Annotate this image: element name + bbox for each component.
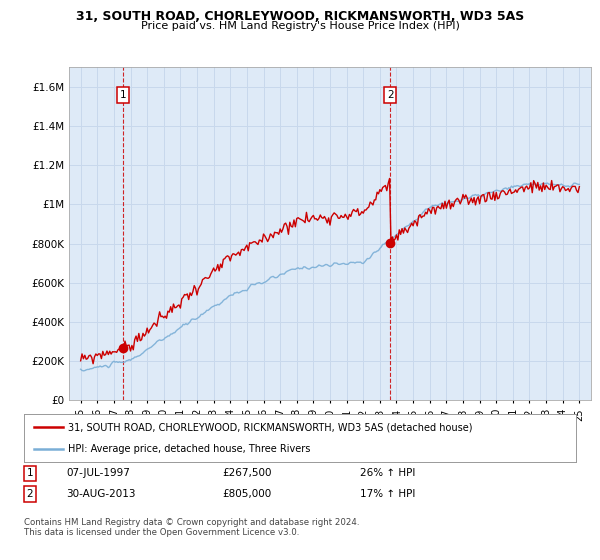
Text: 17% ↑ HPI: 17% ↑ HPI xyxy=(360,489,415,499)
Text: 31, SOUTH ROAD, CHORLEYWOOD, RICKMANSWORTH, WD3 5AS: 31, SOUTH ROAD, CHORLEYWOOD, RICKMANSWOR… xyxy=(76,10,524,23)
Text: 1: 1 xyxy=(26,468,34,478)
Text: 2: 2 xyxy=(26,489,34,499)
Text: 07-JUL-1997: 07-JUL-1997 xyxy=(66,468,130,478)
Text: Contains HM Land Registry data © Crown copyright and database right 2024.
This d: Contains HM Land Registry data © Crown c… xyxy=(24,518,359,538)
Text: £267,500: £267,500 xyxy=(222,468,271,478)
Text: 31, SOUTH ROAD, CHORLEYWOOD, RICKMANSWORTH, WD3 5AS (detached house): 31, SOUTH ROAD, CHORLEYWOOD, RICKMANSWOR… xyxy=(68,422,473,432)
Text: 30-AUG-2013: 30-AUG-2013 xyxy=(66,489,136,499)
Text: 2: 2 xyxy=(387,90,394,100)
Text: HPI: Average price, detached house, Three Rivers: HPI: Average price, detached house, Thre… xyxy=(68,444,311,454)
Text: Price paid vs. HM Land Registry's House Price Index (HPI): Price paid vs. HM Land Registry's House … xyxy=(140,21,460,31)
Text: 26% ↑ HPI: 26% ↑ HPI xyxy=(360,468,415,478)
Text: £805,000: £805,000 xyxy=(222,489,271,499)
Text: 1: 1 xyxy=(119,90,126,100)
